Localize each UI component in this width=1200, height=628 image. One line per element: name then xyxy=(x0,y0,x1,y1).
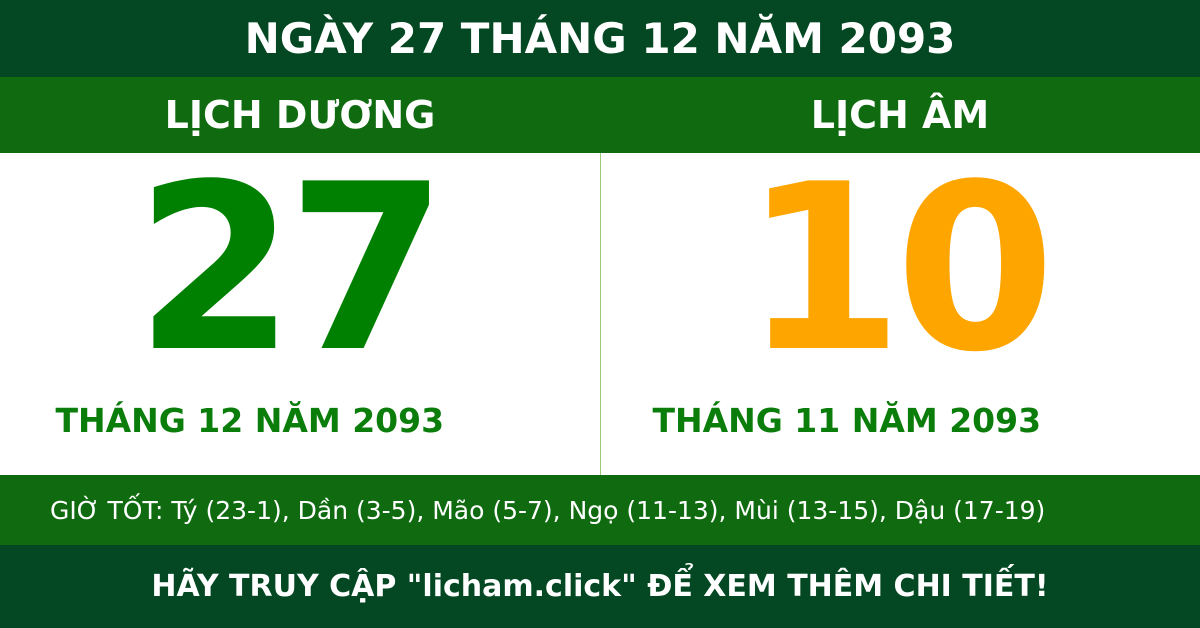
lunar-panel: 10 THÁNG 11 NĂM 2093 xyxy=(601,153,1200,475)
lunar-day: 10 xyxy=(743,136,1055,403)
solar-panel: 27 THÁNG 12 NĂM 2093 xyxy=(0,153,601,475)
lunar-month-year: THÁNG 11 NĂM 2093 xyxy=(652,401,1042,440)
lunar-calendar-heading: LỊCH ÂM xyxy=(810,93,990,137)
calendar-headers: LỊCH DƯƠNG LỊCH ÂM xyxy=(0,77,1200,153)
solar-day: 27 xyxy=(135,136,447,403)
page-title: NGÀY 27 THÁNG 12 NĂM 2093 xyxy=(0,0,1200,77)
solar-month-year: THÁNG 12 NĂM 2093 xyxy=(55,401,445,440)
good-hours: GIỜ TỐT: Tý (23-1), Dần (3-5), Mão (5-7)… xyxy=(0,475,1200,545)
footer-cta: HÃY TRUY CẬP "licham.click" ĐỂ XEM THÊM … xyxy=(0,545,1200,628)
solar-calendar-heading: LỊCH DƯƠNG xyxy=(164,93,436,137)
calendar-panels: 27 THÁNG 12 NĂM 2093 10 THÁNG 11 NĂM 209… xyxy=(0,153,1200,475)
